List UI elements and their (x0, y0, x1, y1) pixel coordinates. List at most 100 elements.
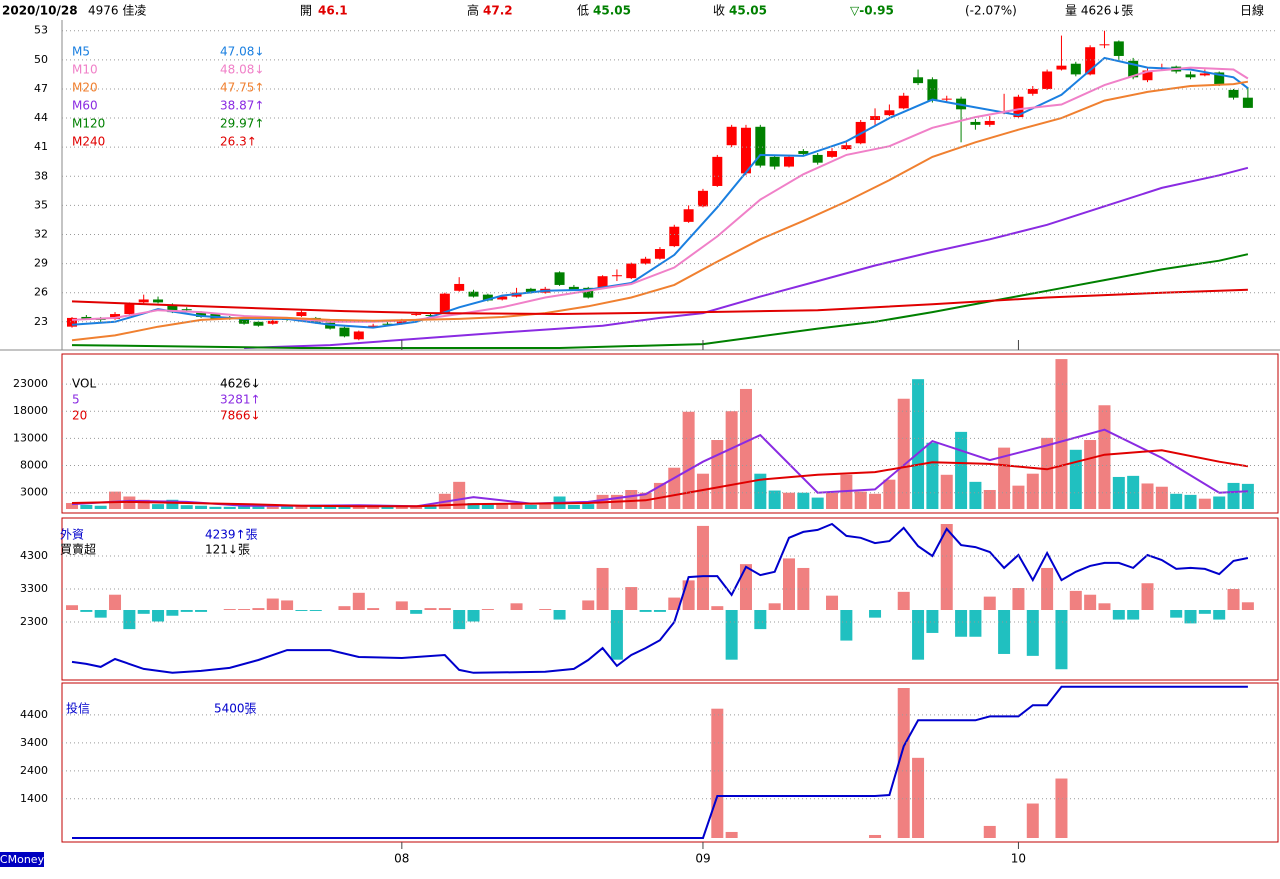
high-label: 高 (467, 3, 479, 18)
candle-body (67, 317, 77, 327)
candle-body (669, 226, 680, 247)
bar (195, 505, 208, 509)
x-tick-label: 10 (1011, 852, 1026, 866)
bar (739, 388, 752, 509)
bar (1041, 437, 1054, 509)
bar (897, 688, 910, 838)
bar (754, 610, 767, 630)
brand: CMoney (0, 853, 45, 866)
bar (1069, 590, 1082, 610)
bar (295, 610, 308, 611)
bar (1012, 588, 1025, 610)
bar (395, 601, 408, 610)
y-tick-label: 26 (34, 286, 48, 299)
line (71, 522, 1249, 674)
bar (897, 398, 910, 509)
bar (481, 504, 494, 509)
high-value: 47.2 (483, 4, 513, 18)
y-tick-label: 50 (34, 53, 48, 66)
candle-body (611, 275, 622, 277)
candle-body (626, 263, 637, 279)
bar (123, 610, 136, 630)
candle-body (1199, 73, 1210, 76)
bar (1098, 405, 1111, 509)
bar (711, 440, 724, 509)
date: 2020/10/28 (2, 4, 78, 18)
legend-name: 外資 (60, 528, 84, 542)
bar (453, 610, 466, 630)
candle-body (597, 276, 608, 288)
candle-body (525, 288, 536, 293)
bar (367, 608, 380, 610)
bar (897, 591, 910, 610)
bar (1026, 610, 1039, 656)
bar (1055, 610, 1068, 670)
y-tick-label: 29 (34, 257, 48, 270)
bar (998, 447, 1011, 509)
candle-body (153, 299, 164, 303)
bar (238, 505, 251, 509)
bar (510, 603, 523, 610)
candle-body (1070, 63, 1081, 75)
bar (811, 497, 824, 509)
bar (1241, 602, 1254, 610)
trust-frame (61, 682, 1279, 843)
y-tick-label: 32 (34, 227, 48, 240)
bar (668, 467, 681, 509)
candle-body (267, 320, 278, 324)
bar (510, 503, 523, 509)
candle-body (784, 156, 794, 167)
bar (869, 610, 882, 618)
y-tick-label: 47 (34, 82, 48, 95)
y-tick-label: 4300 (20, 549, 48, 562)
legend-value: 29.97↑ (220, 117, 264, 131)
bar (352, 592, 365, 610)
bar (582, 504, 595, 509)
y-tick-label: 18000 (13, 404, 48, 417)
bar (653, 610, 666, 612)
legend-value: 26.3↑ (220, 135, 257, 149)
bar (381, 506, 394, 509)
bar (252, 608, 265, 610)
legend-name: M240 (72, 135, 105, 149)
candle-body (1242, 97, 1253, 108)
bar (281, 505, 294, 509)
candle-body (554, 272, 565, 285)
candle-body (941, 98, 952, 100)
candle-body (81, 316, 92, 319)
bar (438, 608, 451, 610)
legend-name: M120 (72, 117, 105, 131)
bar (797, 567, 810, 610)
bar (912, 610, 925, 660)
candle-body (1228, 89, 1239, 98)
legend-value: 5400張 (214, 702, 257, 716)
y-tick-label: 41 (34, 140, 48, 153)
candle-body (368, 325, 379, 327)
bar (66, 503, 78, 509)
bar (410, 610, 423, 614)
panel (66, 522, 1254, 674)
candle-body (1142, 70, 1153, 81)
x-tick-label: 09 (695, 852, 710, 866)
candle-body (382, 323, 393, 325)
candle-body (497, 296, 508, 300)
volume-frame (61, 353, 1279, 514)
bar (1198, 610, 1211, 614)
bar (524, 504, 537, 509)
bar (467, 610, 480, 622)
candle-body (583, 287, 594, 298)
bar (1184, 610, 1197, 624)
bar (152, 504, 165, 509)
y-tick-label: 53 (34, 24, 48, 37)
bar (869, 834, 882, 838)
bar (481, 609, 494, 610)
bar (209, 506, 222, 509)
bar (1241, 483, 1254, 509)
candle-body (1042, 71, 1053, 89)
change: ▽-0.95 (850, 4, 894, 18)
bar (912, 757, 925, 838)
bar (80, 504, 93, 509)
bar (826, 595, 839, 610)
candle-body (167, 305, 178, 313)
